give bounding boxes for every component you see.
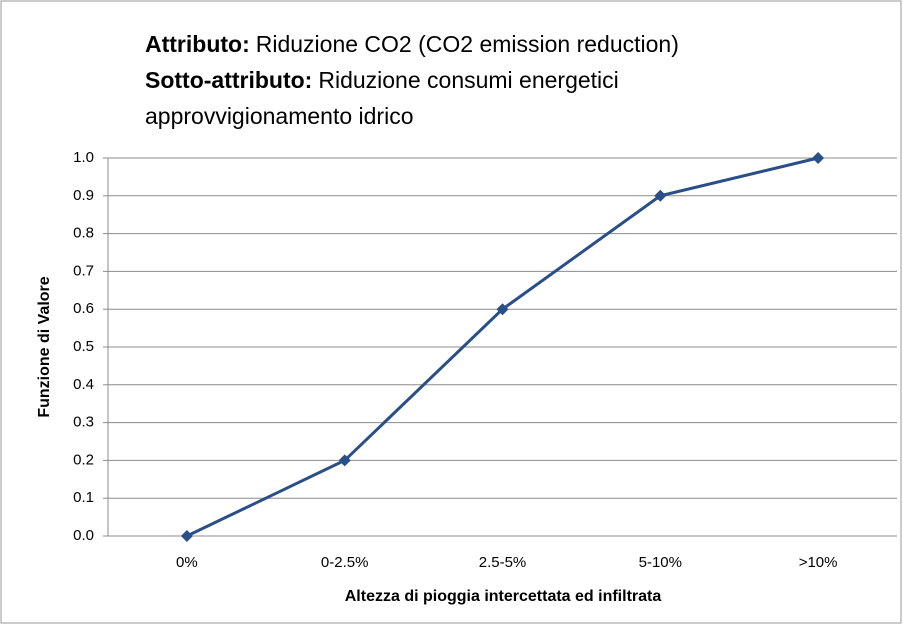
- y-tick-label: 0.9: [73, 187, 94, 204]
- x-axis-title: Altezza di pioggia intercettata ed infil…: [345, 588, 662, 605]
- y-tick-label: 0.8: [73, 225, 94, 242]
- y-tick-label: 0.0: [73, 527, 94, 544]
- chart-title-line: Attributo: Riduzione CO2 (CO2 emission re…: [145, 31, 679, 57]
- y-tick-label: 0.7: [73, 262, 94, 279]
- x-tick-label: 2.5-5%: [479, 554, 527, 571]
- chart-title-line: Sotto-attributo: Riduzione consumi energe…: [145, 67, 619, 93]
- y-tick-label: 0.2: [73, 451, 94, 468]
- y-tick-label: 0.5: [73, 338, 94, 355]
- y-axis-title: Funzione di Valore: [36, 276, 53, 417]
- title-segment: Attributo:: [145, 31, 250, 57]
- x-tick-label: >10%: [799, 554, 838, 571]
- x-tick-label: 0-2.5%: [321, 554, 369, 571]
- chart-title-line: approvvigionamento idrico: [145, 103, 414, 129]
- marker: [180, 530, 193, 542]
- x-tick-label: 5-10%: [639, 554, 682, 571]
- y-tick-label: 0.6: [73, 300, 94, 317]
- title-segment: Riduzione CO2 (CO2 emission reduction): [256, 31, 679, 57]
- marker: [654, 189, 667, 202]
- marker: [338, 454, 351, 467]
- x-tick-label: 0%: [176, 554, 198, 571]
- y-tick-label: 0.1: [73, 489, 94, 506]
- title-segment: Sotto-attributo:: [145, 67, 312, 93]
- y-tick-label: 0.3: [73, 414, 94, 431]
- marker: [812, 152, 825, 164]
- y-tick-label: 0.4: [73, 376, 94, 393]
- marker: [496, 303, 509, 316]
- title-segment: Riduzione consumi energetici: [318, 67, 618, 93]
- y-tick-label: 1.0: [73, 149, 94, 166]
- title-segment: approvvigionamento idrico: [145, 103, 414, 129]
